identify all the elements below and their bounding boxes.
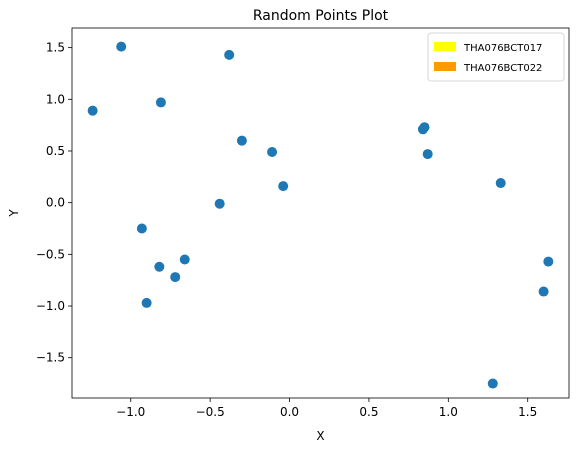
y-tick-label: 0.5 xyxy=(46,144,65,158)
x-tick-label: −1.0 xyxy=(116,405,145,419)
y-axis-label: Y xyxy=(7,209,21,218)
data-point xyxy=(170,272,181,283)
points-layer xyxy=(87,41,554,389)
data-point xyxy=(236,135,247,146)
data-point xyxy=(267,147,278,158)
data-point xyxy=(422,149,433,160)
x-tick-label: 1.5 xyxy=(518,405,537,419)
x-tick-label: 0.0 xyxy=(280,405,299,419)
x-tick-label: −0.5 xyxy=(196,405,225,419)
y-tick-label: 1.0 xyxy=(46,92,65,106)
x-tick-label: 0.5 xyxy=(359,405,378,419)
legend-swatch xyxy=(434,42,456,51)
x-axis-label: X xyxy=(316,429,324,443)
y-tick-label: −0.5 xyxy=(36,247,65,261)
data-point xyxy=(495,178,506,189)
y-tick-label: 1.5 xyxy=(46,41,65,55)
data-point xyxy=(417,124,428,135)
data-point xyxy=(116,41,127,52)
x-tick-label: 1.0 xyxy=(439,405,458,419)
legend: THA076BCT017 THA076BCT022 xyxy=(427,32,565,82)
plot-frame xyxy=(71,27,570,399)
data-point xyxy=(278,181,289,192)
y-axis: −1.5 −1.0 −0.5 0.0 0.5 1.0 1.5 xyxy=(36,41,72,365)
data-point xyxy=(136,223,147,234)
legend-swatch xyxy=(434,62,456,71)
legend-label: THA076BCT017 xyxy=(463,43,542,54)
data-point xyxy=(154,261,165,272)
data-point xyxy=(179,254,190,265)
data-point xyxy=(87,105,98,116)
legend-label: THA076BCT022 xyxy=(463,63,542,74)
data-point xyxy=(224,49,235,60)
data-point xyxy=(141,297,152,308)
chart-title: Random Points Plot xyxy=(253,8,389,24)
data-point xyxy=(487,378,498,389)
data-point xyxy=(543,256,554,267)
data-point xyxy=(214,198,225,209)
data-point xyxy=(155,97,166,108)
x-axis: −1.0 −0.5 0.0 0.5 1.0 1.5 xyxy=(116,398,537,419)
legend-box xyxy=(427,32,565,82)
y-tick-label: −1.0 xyxy=(36,299,65,313)
data-point xyxy=(538,286,549,297)
y-tick-label: 0.0 xyxy=(46,196,65,210)
y-tick-label: −1.5 xyxy=(36,351,65,365)
